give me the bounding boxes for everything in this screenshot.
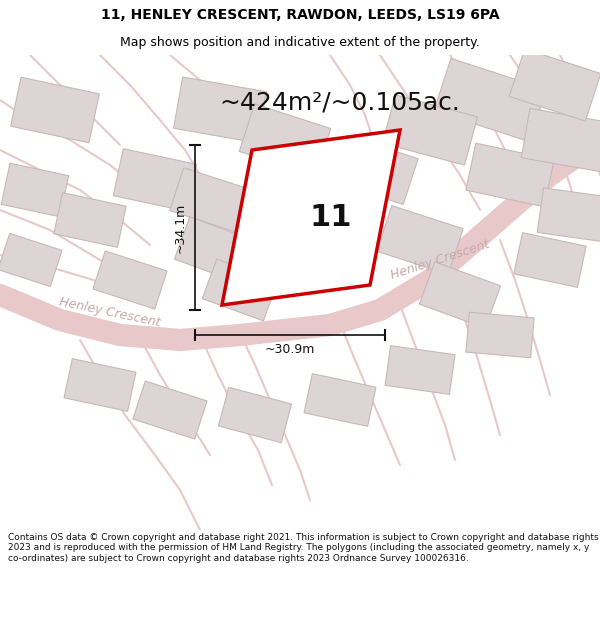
- Bar: [218, 388, 292, 442]
- Bar: [11, 78, 100, 142]
- Bar: [377, 206, 463, 274]
- Bar: [175, 217, 256, 283]
- Bar: [434, 58, 546, 142]
- Bar: [509, 49, 600, 121]
- Bar: [64, 359, 136, 411]
- Text: Henley Crescent: Henley Crescent: [58, 295, 162, 329]
- Text: 11: 11: [310, 203, 352, 232]
- Bar: [521, 108, 600, 172]
- Bar: [93, 251, 167, 309]
- Polygon shape: [222, 130, 400, 305]
- Text: 11, HENLEY CRESCENT, RAWDON, LEEDS, LS19 6PA: 11, HENLEY CRESCENT, RAWDON, LEEDS, LS19…: [101, 8, 499, 22]
- Bar: [239, 104, 331, 176]
- Bar: [537, 188, 600, 242]
- Bar: [419, 262, 500, 328]
- Bar: [1, 163, 69, 217]
- Bar: [332, 136, 418, 204]
- Text: Contains OS data © Crown copyright and database right 2021. This information is : Contains OS data © Crown copyright and d…: [8, 533, 598, 562]
- Text: Map shows position and indicative extent of the property.: Map shows position and indicative extent…: [120, 36, 480, 49]
- Bar: [382, 95, 478, 165]
- Bar: [170, 168, 250, 232]
- Bar: [113, 149, 197, 211]
- Text: ~30.9m: ~30.9m: [265, 343, 315, 356]
- Text: ~34.1m: ~34.1m: [174, 202, 187, 252]
- Bar: [0, 233, 62, 287]
- Bar: [514, 232, 586, 288]
- Bar: [385, 346, 455, 394]
- Bar: [54, 192, 126, 248]
- Text: Henley Crescent: Henley Crescent: [389, 238, 491, 282]
- Bar: [133, 381, 207, 439]
- Bar: [173, 77, 266, 143]
- Bar: [202, 259, 278, 321]
- Bar: [466, 312, 534, 358]
- Bar: [304, 374, 376, 426]
- Text: ~424m²/~0.105ac.: ~424m²/~0.105ac.: [220, 91, 460, 115]
- Bar: [466, 143, 554, 207]
